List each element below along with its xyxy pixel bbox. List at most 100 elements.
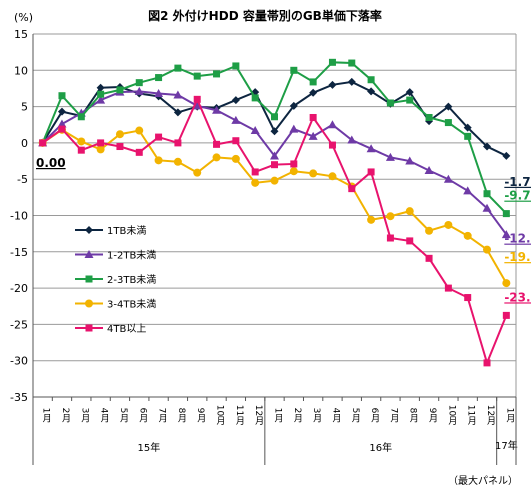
- x-tick-label: 10月: [446, 405, 457, 426]
- series-point: [58, 92, 66, 100]
- series-point: [348, 59, 356, 67]
- series-point: [483, 245, 492, 254]
- series-point: [483, 190, 491, 198]
- x-tick-label: 12月: [253, 405, 264, 426]
- month-label-group: 9月: [195, 408, 206, 424]
- series-point: [270, 176, 279, 185]
- legend-label: 2-3TB未満: [107, 274, 156, 286]
- month-label-group: 10月: [446, 405, 457, 426]
- end-value-label: -23.76: [504, 290, 531, 304]
- series-point: [386, 212, 395, 221]
- series-point: [155, 133, 163, 141]
- month-label-group: 4月: [99, 408, 110, 424]
- x-tick-label: 2月: [60, 408, 71, 424]
- month-label-group: 12月: [485, 405, 496, 426]
- series-point: [483, 142, 492, 151]
- series-point: [232, 137, 240, 145]
- y-tick-label: 10: [14, 64, 28, 77]
- x-tick-label: 10月: [215, 405, 226, 426]
- month-label-group: 2月: [292, 408, 303, 424]
- x-tick-label: 1月: [504, 408, 514, 424]
- end-value-label: -9.74: [504, 189, 531, 203]
- legend-label: 3-4TB未満: [107, 299, 156, 311]
- series-point: [271, 113, 278, 121]
- legend-item: 1-2TB未満: [75, 250, 156, 262]
- series-point: [77, 113, 85, 121]
- chart-title: 図2 外付けHDD 容量帯別のGB単価下落率: [148, 8, 382, 23]
- series-point: [328, 141, 336, 149]
- series-point: [155, 74, 163, 82]
- x-tick-label: 3月: [311, 408, 322, 424]
- series-point: [309, 113, 317, 121]
- series-point: [289, 167, 298, 176]
- x-tick-label: 1月: [273, 408, 284, 424]
- series-point: [367, 168, 375, 176]
- x-tick-label: 4月: [330, 408, 341, 424]
- series-point: [406, 96, 414, 104]
- series-point: [250, 126, 260, 135]
- series-point: [444, 102, 453, 111]
- x-tick-label: 8月: [176, 408, 187, 424]
- series-point: [367, 87, 376, 96]
- series-point: [85, 324, 93, 332]
- series-point: [443, 174, 453, 183]
- series-layer: [38, 58, 511, 367]
- series-point: [96, 95, 106, 104]
- month-label-group: 8月: [176, 408, 187, 424]
- month-label-group: 1月: [273, 408, 284, 424]
- legend-item: 4TB以上: [75, 323, 146, 335]
- x-tick-label: 6月: [137, 408, 148, 424]
- series-point: [77, 137, 86, 146]
- x-tick-label: 8月: [408, 408, 419, 424]
- series-point: [116, 143, 124, 151]
- start-value-label: 0.00: [36, 156, 66, 170]
- y-tick-label: 15: [14, 28, 28, 41]
- series-point: [154, 156, 163, 165]
- series-point: [97, 139, 105, 147]
- month-label-group: 6月: [369, 408, 380, 424]
- series-point: [425, 254, 433, 262]
- series-point: [85, 299, 93, 308]
- series-point: [425, 113, 433, 121]
- month-label-group: 7月: [157, 408, 168, 424]
- end-value-label: -19.31: [504, 250, 531, 264]
- series-point: [193, 72, 201, 80]
- series-point: [425, 226, 434, 235]
- series-point: [212, 105, 222, 114]
- series-point: [366, 144, 376, 153]
- series-point: [327, 120, 337, 129]
- legend-item: 1TB未満: [75, 225, 146, 237]
- y-tick-label: -35: [10, 391, 28, 404]
- legend-item: 3-4TB未満: [75, 299, 156, 311]
- series-5: [39, 95, 510, 367]
- series-point: [270, 127, 279, 136]
- end-value-label: -1.78: [504, 175, 531, 189]
- series-point: [502, 311, 510, 319]
- end-value-label: -12.63: [504, 232, 531, 246]
- series-point: [289, 124, 299, 133]
- month-label-group: 11月: [466, 405, 477, 426]
- series-point: [309, 78, 317, 86]
- series-point: [135, 79, 143, 87]
- series-point: [463, 186, 473, 195]
- series-point: [85, 226, 93, 234]
- x-tick-label: 3月: [79, 408, 90, 424]
- series-point: [174, 139, 182, 147]
- series-point: [97, 90, 105, 98]
- series-point: [231, 154, 240, 163]
- series-point: [289, 101, 298, 110]
- x-tick-label: 7月: [388, 408, 399, 424]
- series-point: [347, 135, 357, 144]
- series-point: [77, 146, 85, 154]
- series-point: [134, 86, 144, 95]
- legend: 1TB未満 1-2TB未満 2-3TB未満 3-4TB未満 4TB以上: [75, 225, 156, 335]
- month-label-group: 8月: [408, 408, 419, 424]
- series-point: [367, 76, 375, 84]
- series-point: [502, 210, 510, 218]
- series-point: [213, 70, 221, 78]
- series-point: [405, 207, 414, 216]
- series-point: [251, 168, 259, 176]
- series-point: [386, 99, 394, 107]
- series-point: [212, 153, 221, 162]
- y-tick-label: -5: [17, 173, 28, 186]
